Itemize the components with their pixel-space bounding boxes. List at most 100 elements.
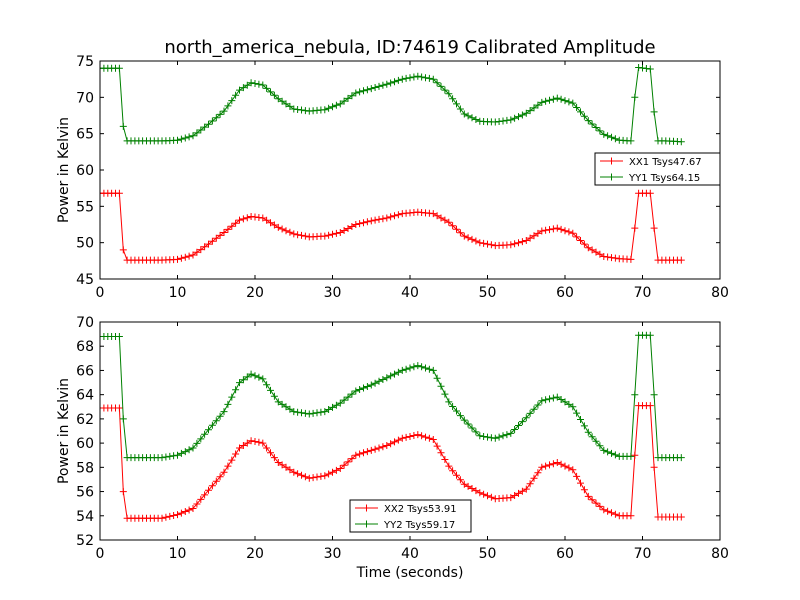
data-point <box>302 410 309 417</box>
data-point <box>383 215 390 222</box>
x-tick-label: 80 <box>711 285 729 301</box>
data-point <box>283 227 290 234</box>
data-point <box>469 114 476 121</box>
x-tick-label: 40 <box>401 285 419 301</box>
data-point <box>387 80 394 87</box>
data-point <box>368 382 375 389</box>
data-point <box>182 508 189 515</box>
data-point <box>317 473 324 480</box>
data-point <box>166 453 173 460</box>
y-axis-label: Power in Kelvin <box>56 117 72 223</box>
data-point <box>376 445 383 452</box>
data-point <box>612 255 619 262</box>
data-point <box>170 512 177 519</box>
y-tick-label: 52 <box>76 533 94 549</box>
y-tick-label: 60 <box>76 163 94 179</box>
data-point <box>519 238 526 245</box>
data-point <box>608 509 615 516</box>
data-point <box>186 133 193 140</box>
x-tick-label: 70 <box>634 285 652 301</box>
x-tick-label: 60 <box>556 546 574 562</box>
data-point <box>515 113 522 120</box>
data-point <box>562 227 569 234</box>
y-tick-label: 75 <box>76 54 94 70</box>
data-point <box>174 256 181 263</box>
data-point <box>294 409 301 416</box>
data-point <box>356 386 363 393</box>
data-point <box>298 107 305 114</box>
data-point <box>608 134 615 141</box>
data-point <box>503 431 510 438</box>
data-point <box>178 510 185 517</box>
data-point <box>418 363 425 370</box>
data-point <box>306 475 313 482</box>
data-point <box>356 220 363 227</box>
data-point <box>651 391 658 398</box>
data-point <box>542 396 549 403</box>
data-point <box>678 454 685 461</box>
x-tick-label: 70 <box>634 546 652 562</box>
data-point <box>224 401 231 408</box>
panels: 0 10 20 30 40 50 60 70 8045505560657075Power in … <box>56 54 729 581</box>
data-point <box>465 234 472 241</box>
data-point <box>678 514 685 521</box>
data-point <box>678 257 685 264</box>
data-point <box>120 123 127 130</box>
data-point <box>294 231 301 238</box>
x-axis-label: Time (seconds) <box>356 565 464 581</box>
x-tick-label: 0 <box>96 285 105 301</box>
y-tick-label: 55 <box>76 199 94 215</box>
data-point <box>174 511 181 518</box>
data-point <box>364 86 371 93</box>
data-point <box>647 402 654 409</box>
data-point <box>565 228 572 235</box>
data-point <box>581 422 588 429</box>
data-point <box>314 409 321 416</box>
legend: XX1 Tsys47.67 YY1 Tsys64.15 <box>595 153 720 185</box>
x-tick-label: 30 <box>324 285 342 301</box>
data-point <box>116 405 123 412</box>
data-point <box>294 470 301 477</box>
data-point <box>170 452 177 459</box>
data-point <box>480 433 487 440</box>
data-point <box>383 374 390 381</box>
data-point <box>321 472 328 479</box>
data-point <box>120 488 127 495</box>
y-tick-label: 62 <box>76 412 94 428</box>
y-tick-label: 64 <box>76 388 94 404</box>
data-point <box>426 435 433 442</box>
data-point <box>534 469 541 476</box>
data-point <box>507 116 514 123</box>
data-point <box>391 438 398 445</box>
data-point <box>438 383 445 390</box>
data-point <box>480 491 487 498</box>
data-point <box>565 464 572 471</box>
data-point <box>271 393 278 400</box>
data-point <box>647 332 654 339</box>
data-point <box>387 372 394 379</box>
data-point <box>484 434 491 441</box>
data-point <box>376 83 383 90</box>
data-point <box>554 459 561 466</box>
data-point <box>244 214 251 221</box>
data-point <box>562 463 569 470</box>
data-point <box>550 96 557 103</box>
data-point <box>302 233 309 240</box>
data-point <box>542 98 549 105</box>
x-tick-label: 10 <box>169 546 187 562</box>
legend-label: YY2 Tsys59.17 <box>383 520 455 531</box>
data-point <box>286 229 293 236</box>
data-point <box>376 378 383 385</box>
data-point <box>476 239 483 246</box>
data-point <box>395 437 402 444</box>
data-point <box>159 515 166 522</box>
data-point <box>441 391 448 398</box>
data-point <box>488 241 495 248</box>
data-point <box>511 115 518 122</box>
data-point <box>573 410 580 417</box>
x-tick-label: 0 <box>96 546 105 562</box>
data-point <box>360 385 367 392</box>
data-point <box>484 492 491 499</box>
data-point <box>546 226 553 233</box>
data-point <box>391 371 398 378</box>
